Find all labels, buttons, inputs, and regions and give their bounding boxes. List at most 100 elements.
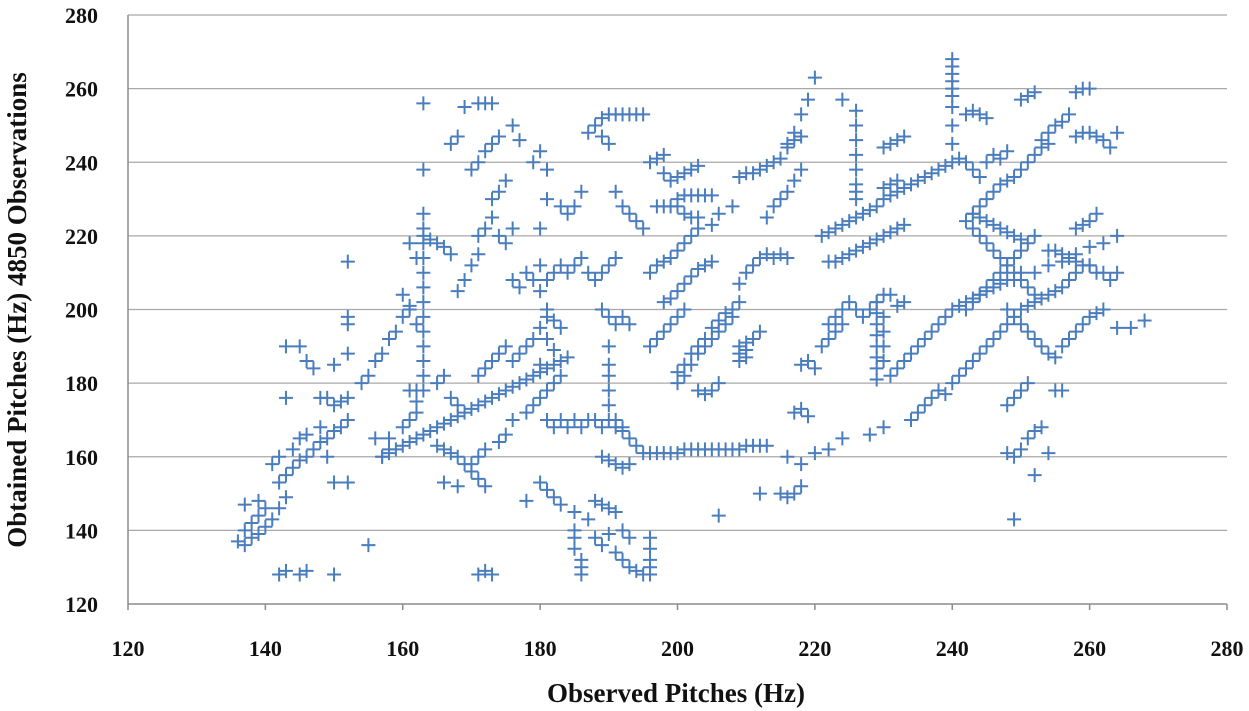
data-point [361,368,376,383]
data-point [979,192,994,207]
data-point [773,192,788,207]
data-point [849,118,864,133]
data-point [972,228,987,243]
data-point [869,232,884,247]
data-point [890,133,905,148]
data-point [704,254,719,269]
data-point [471,247,486,262]
data-point [581,125,596,140]
data-point [601,527,616,542]
y-tick-label: 180 [65,371,98,396]
data-point [313,435,328,450]
data-point [1068,85,1083,100]
data-point [539,412,554,427]
data-point [684,162,699,177]
x-tick-label: 160 [386,636,419,661]
data-point [766,250,781,265]
data-point [746,166,761,181]
data-point [773,247,788,262]
data-point [849,133,864,148]
data-point [498,236,513,251]
data-point [430,376,445,391]
data-point [801,409,816,424]
data-point [526,398,541,413]
data-point [567,199,582,214]
data-point [1096,302,1111,317]
data-point [1041,346,1056,361]
data-point [890,173,905,188]
data-point [478,221,493,236]
data-point [1075,217,1090,232]
data-point [478,144,493,159]
data-point [615,523,630,538]
data-point [375,449,390,464]
data-point [993,324,1008,339]
data-point [1020,298,1035,313]
data-point [505,354,520,369]
data-point [1013,442,1028,457]
data-point [512,376,527,391]
data-point [629,563,644,578]
data-point [272,501,287,516]
data-point [849,103,864,118]
data-point [958,155,973,170]
data-point [416,206,431,221]
data-point [759,210,774,225]
data-point [897,217,912,232]
data-point [601,383,616,398]
data-point [327,567,342,582]
data-point [1123,320,1138,335]
data-point [952,298,967,313]
data-point [773,486,788,501]
data-point [450,449,465,464]
data-point [794,479,809,494]
data-point [265,512,280,527]
data-point [416,354,431,369]
data-point [553,258,568,273]
data-point [574,567,589,582]
data-point [924,166,939,181]
data-point [938,387,953,402]
data-point [910,405,925,420]
data-point [588,118,603,133]
data-point [732,169,747,184]
data-point [485,210,500,225]
data-point [869,199,884,214]
data-point [285,442,300,457]
data-point [897,129,912,144]
data-point [725,302,740,317]
data-point [979,339,994,354]
data-points [230,52,1152,582]
data-point [361,538,376,553]
data-point [327,475,342,490]
data-point [292,431,307,446]
data-point [505,273,520,288]
data-point [677,276,692,291]
data-point [416,309,431,324]
data-point [1020,236,1035,251]
data-point [862,203,877,218]
data-point [821,442,836,457]
data-point [546,376,561,391]
data-point [244,516,259,531]
data-point [993,221,1008,236]
x-tick-label: 120 [112,636,145,661]
data-point [430,420,445,435]
data-point [1027,468,1042,483]
data-point [278,339,293,354]
data-point [704,320,719,335]
data-point [1034,133,1049,148]
data-point [1034,420,1049,435]
data-point [485,390,500,405]
data-point [237,523,252,538]
data-point [752,162,767,177]
data-point [1000,317,1015,332]
data-point [430,236,445,251]
data-point [1055,114,1070,129]
data-point [636,221,651,236]
y-tick-label: 200 [65,298,98,323]
data-point [1000,258,1015,273]
data-point [1082,125,1097,140]
data-point [752,486,767,501]
data-point [594,265,609,280]
